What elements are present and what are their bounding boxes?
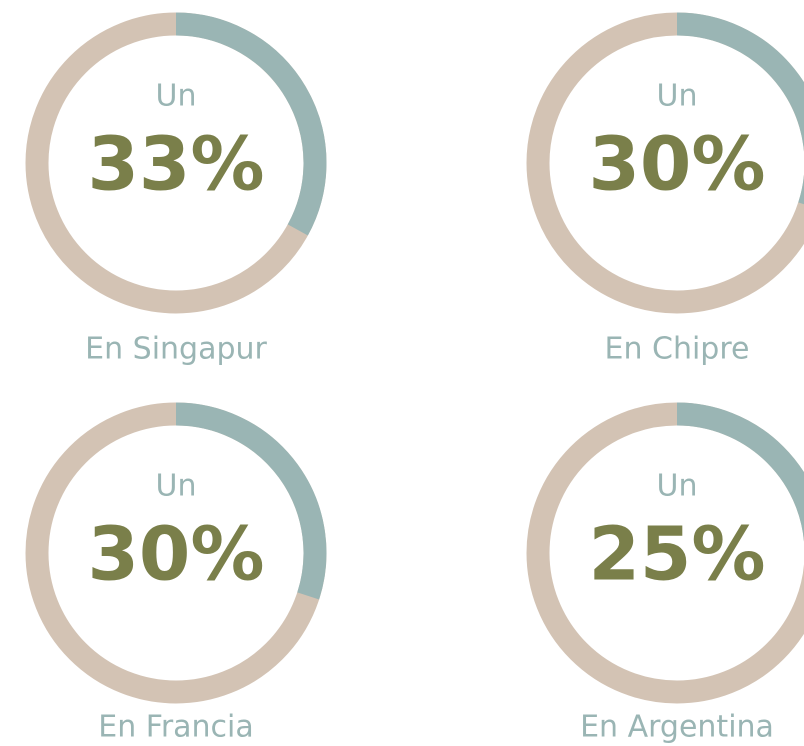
subtitle: Un	[156, 469, 197, 504]
subtitle: Un	[657, 79, 698, 114]
value-label: 30%	[87, 512, 264, 598]
value-label: 33%	[87, 122, 264, 208]
subtitle: Un	[657, 469, 698, 504]
donut-arc	[676, 12, 804, 205]
value-label: 25%	[588, 512, 765, 598]
donut-arc	[175, 12, 327, 236]
caption: En Chipre	[605, 332, 750, 367]
value-label: 30%	[588, 122, 765, 208]
caption: En Argentina	[580, 710, 774, 745]
donut-arc	[175, 402, 327, 600]
caption: En Singapur	[85, 332, 267, 367]
subtitle: Un	[156, 79, 197, 114]
caption: En Francia	[98, 710, 254, 745]
donut-arc	[676, 402, 804, 543]
